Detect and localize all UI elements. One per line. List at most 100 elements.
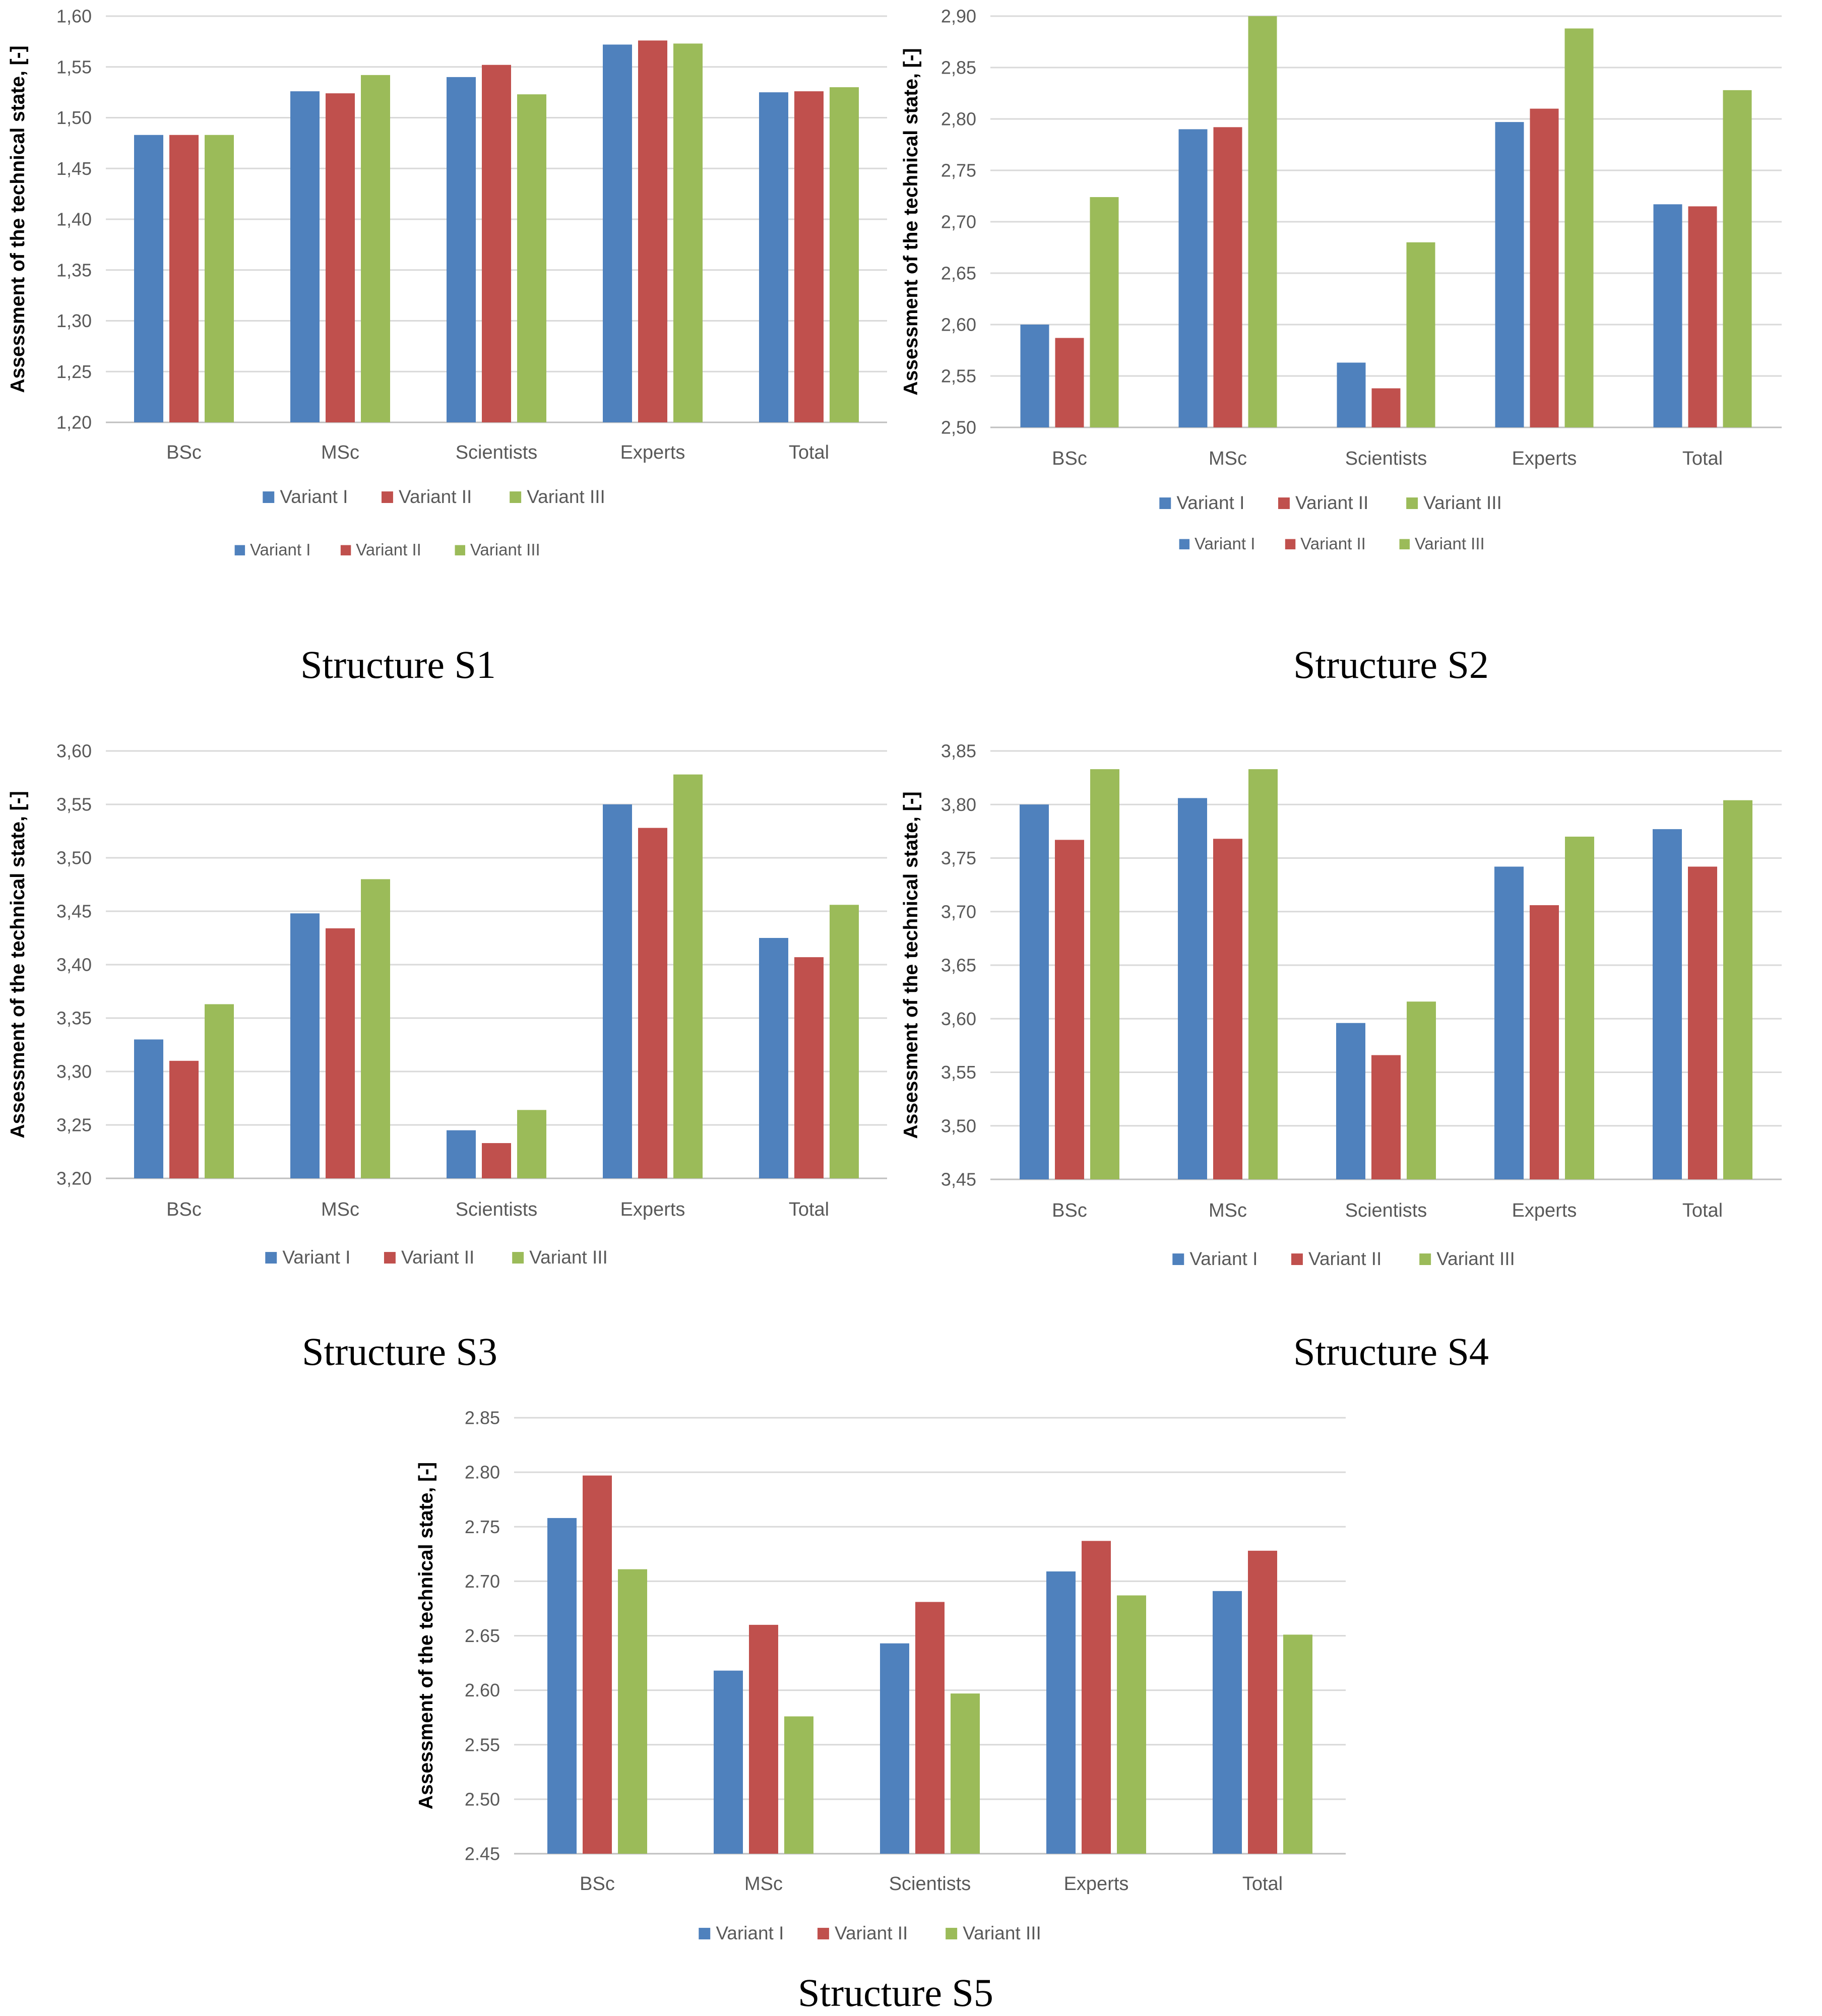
category-label: MSc [744, 1873, 783, 1895]
bar-msc-variant-1 [290, 913, 320, 1178]
bar-total-variant-2 [1688, 866, 1717, 1179]
bar-experts-variant-2 [1530, 108, 1559, 428]
bar-total-variant-1 [1653, 829, 1682, 1179]
y-tick-label: 1,35 [56, 260, 92, 280]
y-tick-label: 2,50 [941, 417, 976, 438]
y-tick-label: 2.75 [465, 1517, 500, 1537]
bar-bsc-variant-2 [169, 1060, 199, 1178]
y-tick-label: 3,55 [941, 1062, 976, 1083]
category-label: BSc [166, 442, 202, 463]
legend-swatch-variant-3 [512, 1252, 524, 1264]
y-tick-label: 3,65 [941, 955, 976, 976]
legend: Variant I Variant II Variant III [699, 1923, 1041, 1943]
bar-bsc-variant-2 [1055, 338, 1084, 427]
category-label: MSc [321, 1199, 359, 1220]
legend-label-variant-2: Variant II [356, 540, 421, 559]
legend-label-variant-1: Variant I [1195, 534, 1255, 553]
bar-bsc-variant-3 [205, 1004, 234, 1178]
y-tick-label: 2,90 [941, 6, 976, 27]
y-tick-label: 2,55 [941, 366, 976, 387]
bar-bsc-variant-3 [1090, 769, 1119, 1179]
y-tick-label: 3,75 [941, 848, 976, 868]
caption-structure-s2: Structure S2 [1293, 643, 1489, 686]
category-label: Experts [1512, 448, 1577, 469]
bar-experts-variant-1 [603, 44, 632, 423]
legend-swatch-variant-1 [263, 491, 275, 503]
bar-total-variant-3 [830, 87, 859, 423]
bar-msc-variant-1 [714, 1670, 743, 1854]
y-tick-label: 3,25 [56, 1115, 92, 1136]
y-tick-label: 2.70 [465, 1571, 500, 1592]
category-label: Experts [620, 1199, 685, 1220]
legend-label-variant-2: Variant II [1295, 492, 1368, 513]
y-tick-label: 1,45 [56, 158, 92, 179]
y-tick-label: 2.60 [465, 1680, 500, 1700]
legend-swatch-variant-1 [234, 545, 245, 555]
category-label: BSc [166, 1199, 202, 1220]
bar-experts-variant-3 [673, 43, 703, 422]
y-tick-label: 3,40 [56, 955, 92, 975]
bar-scientists-variant-1 [447, 77, 476, 422]
caption-structure-s3: Structure S3 [302, 1330, 497, 1373]
bar-msc-variant-3 [784, 1716, 813, 1854]
bar-msc-variant-3 [361, 879, 390, 1178]
y-tick-label: 1,25 [56, 361, 92, 382]
y-tick-label: 2.55 [465, 1734, 500, 1755]
legend-swatch-variant-1 [1172, 1253, 1184, 1265]
legend-swatch-variant-2 [381, 491, 393, 503]
legend-label-variant-2: Variant II [1300, 534, 1366, 553]
bar-scientists-variant-3 [1406, 242, 1435, 427]
y-tick-label: 3,80 [941, 794, 976, 815]
y-tick-label: 1,50 [56, 107, 92, 128]
category-label: Total [1682, 448, 1723, 469]
legend-label-variant-3: Variant III [1415, 534, 1485, 553]
category-label: Total [789, 442, 829, 463]
legend-label-variant-3: Variant III [1436, 1248, 1515, 1269]
bar-msc-variant-2 [749, 1624, 778, 1854]
legend-swatch-variant-3 [1399, 539, 1410, 549]
y-tick-label: 2.85 [465, 1408, 500, 1428]
bar-msc-variant-3 [1248, 769, 1278, 1179]
legend-label-variant-2: Variant II [401, 1247, 474, 1268]
y-tick-label: 2.80 [465, 1462, 500, 1483]
chart-3: 3,20 3,25 3,30 3,35 3,40 3,45 3,50 3,55 3,60 Asse… [7, 741, 887, 1268]
category-label: Total [1682, 1200, 1723, 1221]
category-label: MSc [1209, 448, 1247, 469]
category-label: Scientists [456, 442, 538, 463]
y-tick-label: 2,70 [941, 212, 976, 232]
bar-total-variant-3 [830, 905, 859, 1178]
bar-scientists-variant-1 [1337, 362, 1366, 427]
bar-total-variant-3 [1723, 90, 1752, 427]
category-label: Total [1242, 1873, 1283, 1895]
bar-scientists-variant-3 [517, 1110, 546, 1178]
legend: Variant I Variant II Variant III [1172, 1248, 1515, 1269]
bar-experts-variant-1 [1046, 1571, 1076, 1854]
bar-total-variant-1 [1213, 1591, 1242, 1854]
legend: Variant I Variant II Variant III [234, 540, 540, 559]
y-tick-label: 2,80 [941, 109, 976, 130]
y-tick-label: 3,30 [56, 1061, 92, 1082]
caption-structure-s4: Structure S4 [1293, 1330, 1489, 1373]
legend-label-variant-1: Variant I [1176, 492, 1244, 513]
caption-structure-s1: Structure S1 [300, 643, 496, 686]
bar-experts-variant-2 [638, 828, 667, 1178]
bar-msc-variant-1 [1178, 129, 1208, 427]
bar-experts-variant-3 [1565, 837, 1594, 1179]
bar-total-variant-1 [759, 92, 788, 422]
bar-msc-variant-2 [1213, 839, 1242, 1179]
legend: Variant I Variant II Variant III [265, 1247, 608, 1268]
legend-label-variant-3: Variant III [527, 486, 605, 507]
y-tick-label: 2,75 [941, 160, 976, 181]
bar-scientists-variant-2 [482, 65, 511, 423]
chart-1: 1,20 1,25 1,30 1,35 1,40 1,45 1,50 1,55 1,60 Asse… [7, 6, 887, 559]
category-label: BSc [1052, 448, 1087, 469]
category-label: Experts [620, 442, 685, 463]
chart-4: 3,45 3,50 3,55 3,60 3,65 3,70 3,75 3,80 3,85 Asse… [900, 741, 1782, 1269]
y-tick-label: 2.65 [465, 1625, 500, 1646]
y-tick-label: 3,50 [941, 1115, 976, 1136]
category-label: BSc [1052, 1200, 1087, 1221]
bar-experts-variant-1 [1495, 122, 1524, 427]
bar-scientists-variant-2 [1371, 1055, 1401, 1179]
bar-bsc-variant-3 [205, 135, 234, 422]
legend-label-variant-3: Variant III [963, 1923, 1041, 1943]
